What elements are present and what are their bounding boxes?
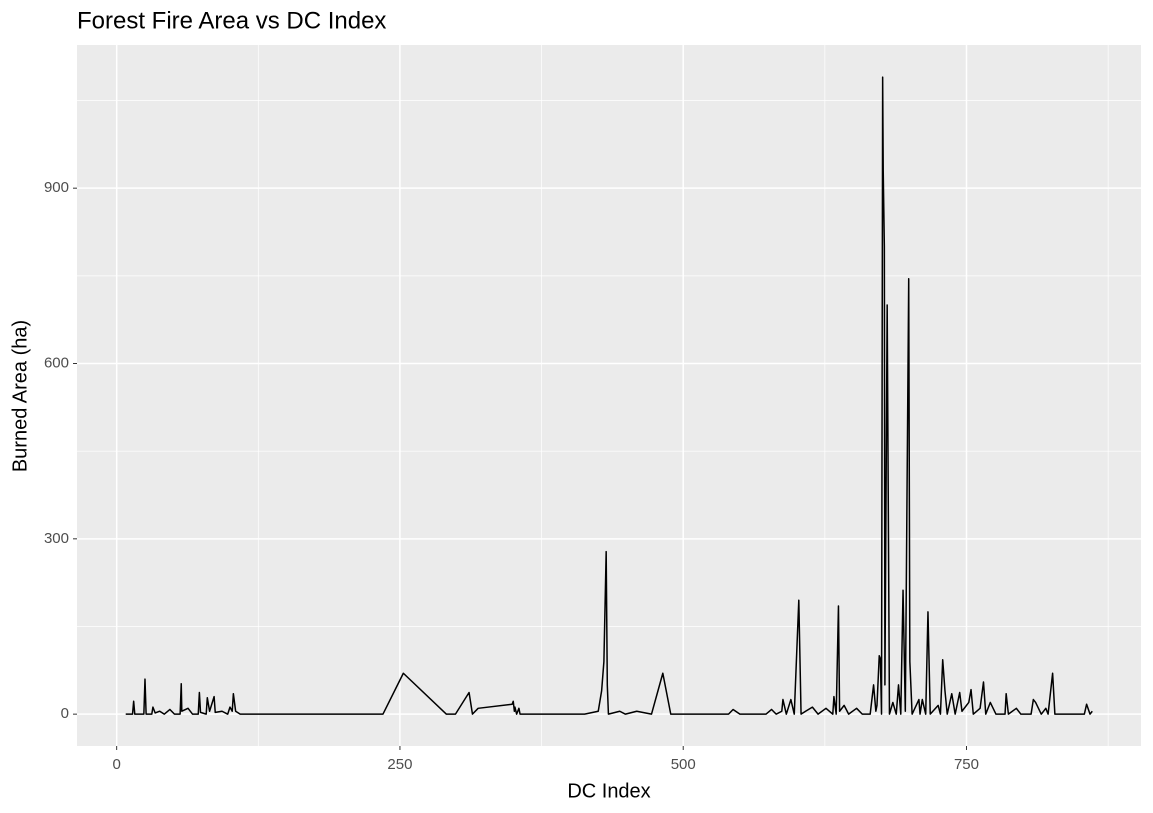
x-tick-label: 250 (387, 756, 412, 773)
y-axis-label: Burned Area (ha) (9, 320, 31, 472)
y-tick-label: 0 (61, 705, 69, 722)
y-tick-label: 600 (44, 354, 69, 371)
plot-panel (77, 45, 1141, 746)
data-line (125, 76, 1093, 715)
y-tick-label: 300 (44, 530, 69, 547)
x-axis-label: DC Index (567, 780, 650, 802)
y-tick-label: 900 (44, 179, 69, 196)
chart-title: Forest Fire Area vs DC Index (77, 7, 386, 34)
x-tick-label: 0 (112, 756, 120, 773)
x-tick-label: 750 (954, 756, 979, 773)
x-tick-label: 500 (671, 756, 696, 773)
